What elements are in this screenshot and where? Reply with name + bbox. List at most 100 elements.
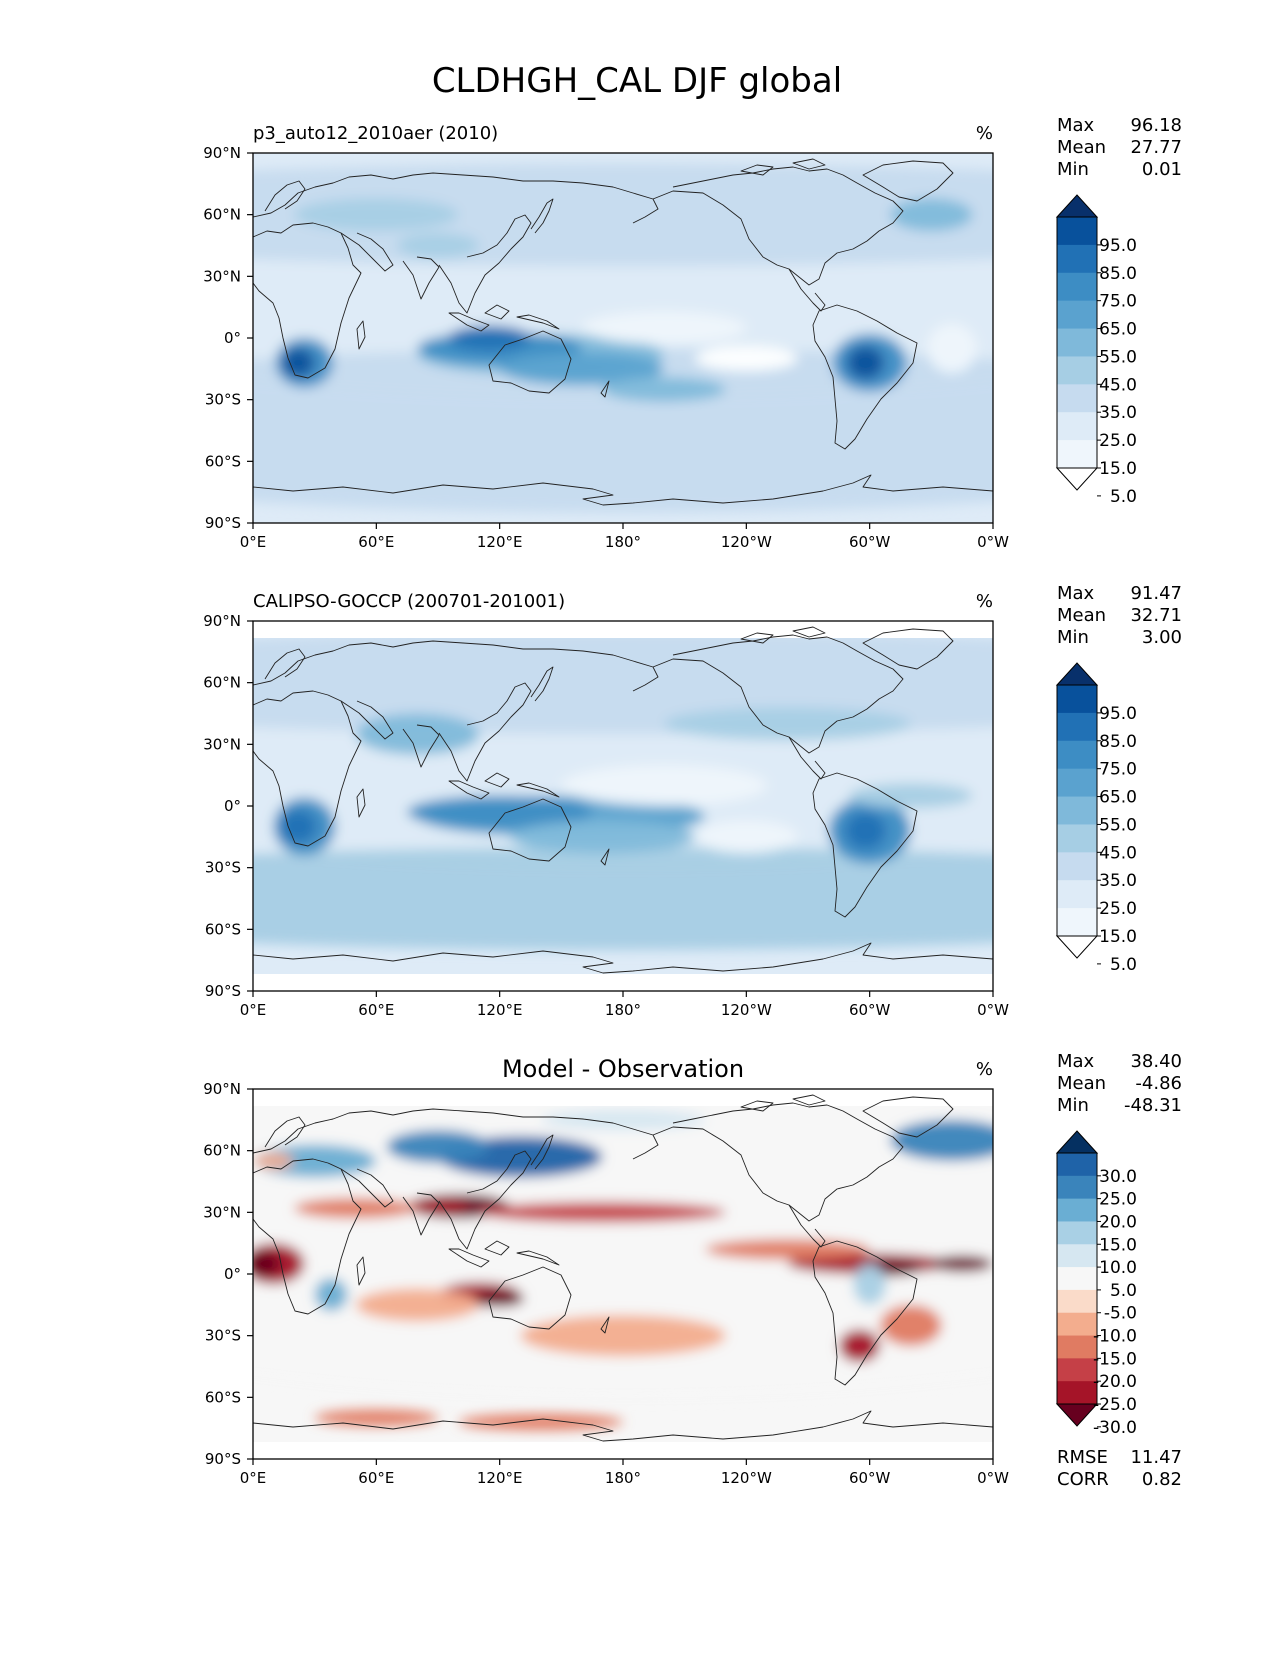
x-tick-label: 0°E <box>240 1469 267 1487</box>
colorbar-band <box>1057 1381 1097 1405</box>
colorbar-tick-label: 55.0 <box>1099 815 1137 835</box>
stat-label: RMSE <box>1057 1447 1108 1468</box>
colorbar-band <box>1057 1312 1097 1337</box>
colorbar-tick-label: 30.0 <box>1099 1167 1137 1187</box>
y-tick-label: 90°S <box>205 982 241 1000</box>
stat-value: 32.71 <box>1130 605 1182 626</box>
y-tick-label: 0° <box>224 797 241 815</box>
panel-units: % <box>976 123 993 144</box>
colorbar-band <box>1057 244 1097 274</box>
colorbar-tick-label: -20.0 <box>1093 1372 1137 1392</box>
colorbar-tick-label: 15.0 <box>1099 459 1137 479</box>
y-tick-label: 60°N <box>203 206 241 224</box>
y-tick-label: 60°S <box>205 920 241 938</box>
colorbar-band <box>1057 1221 1097 1245</box>
colorbar-tick-label: 85.0 <box>1099 732 1137 752</box>
stat-value: 27.77 <box>1130 137 1182 158</box>
x-tick-label: 120°W <box>721 1469 772 1487</box>
colorbar-tick-label: 95.0 <box>1099 236 1137 256</box>
colorbar-tick-label: 25.0 <box>1099 899 1137 919</box>
colorbar-tick-label: 5.0 <box>1110 487 1137 507</box>
colorbar-tick-label: -5.0 <box>1104 1304 1137 1324</box>
panel-ref: CALIPSO-GOCCP (200701-201001) % 0°E 60°E 120… <box>203 583 1182 1019</box>
x-tick-label: 60°W <box>849 1001 891 1019</box>
colorbar-tick-label: 75.0 <box>1099 760 1137 780</box>
stat-label: Mean <box>1057 605 1106 626</box>
colorbar-band <box>1057 824 1097 853</box>
colorbar-band <box>1057 796 1097 825</box>
x-tick-label: 0°E <box>240 533 267 551</box>
x-tick-label: 120°W <box>721 1001 772 1019</box>
panel-title-left: CALIPSO-GOCCP (200701-201001) <box>253 591 565 612</box>
y-tick-label: 0° <box>224 1265 241 1283</box>
x-tick-label: 60°E <box>358 1469 394 1487</box>
colorbar-tick-label: 85.0 <box>1099 264 1137 284</box>
colorbar-band <box>1057 1267 1097 1291</box>
x-tick-label: 60°E <box>358 1001 394 1019</box>
colorbar-band <box>1057 908 1097 937</box>
map-field <box>253 153 993 523</box>
colorbar-tick-label: 45.0 <box>1099 375 1137 395</box>
colorbar: 95.0 85.0 75.0 65.0 55.0 45.0 35.0 25.0 15.0 5.0 <box>1055 194 1137 507</box>
colorbar-band <box>1057 272 1097 302</box>
map-field <box>253 1089 993 1459</box>
colorbar-tick-label: 5.0 <box>1110 1281 1137 1301</box>
colorbar-tick-label: 10.0 <box>1099 1258 1137 1278</box>
stat-label: Min <box>1057 1095 1089 1116</box>
y-tick-label: 30°N <box>203 735 241 753</box>
y-tick-label: 30°N <box>203 1203 241 1221</box>
colorbar-tick-label: 55.0 <box>1099 347 1137 367</box>
colorbar-band <box>1057 880 1097 909</box>
stat-value: 96.18 <box>1130 115 1182 136</box>
colorbar-tick-label: -30.0 <box>1093 1418 1137 1438</box>
x-tick-label: 120°E <box>477 533 523 551</box>
colorbar: 30.0 25.020.0 15.0 10.0 5.0 -5.0 -10.0-15.0 -20… <box>1055 1130 1137 1438</box>
x-tick-label: 0°E <box>240 1001 267 1019</box>
colorbar-tick-label: 15.0 <box>1099 1235 1137 1255</box>
colorbar-tick-label: 45.0 <box>1099 843 1137 863</box>
colorbar-tick-label: -10.0 <box>1093 1327 1137 1347</box>
x-tick-label: 0°W <box>977 533 1009 551</box>
colorbar-band <box>1057 852 1097 881</box>
colorbar-tick-label: 35.0 <box>1099 871 1137 891</box>
colorbar-band <box>1057 712 1097 742</box>
stat-label: Min <box>1057 159 1089 180</box>
stat-value: 0.01 <box>1142 159 1182 180</box>
stat-label: Mean <box>1057 137 1106 158</box>
stat-value: -4.86 <box>1135 1073 1182 1094</box>
stat-label: Min <box>1057 627 1089 648</box>
colorbar-extend-min <box>1055 935 1099 959</box>
colorbar-band <box>1057 328 1097 357</box>
stat-value: 3.00 <box>1142 627 1182 648</box>
colorbar-extend-max <box>1055 1130 1099 1154</box>
y-tick-label: 90°S <box>205 514 241 532</box>
colorbar-tick-label: 25.0 <box>1099 1190 1137 1210</box>
stat-label: Max <box>1057 115 1095 136</box>
colorbar-band <box>1057 440 1097 469</box>
stat-value: 11.47 <box>1130 1447 1182 1468</box>
colorbar-tick-label: 25.0 <box>1099 431 1137 451</box>
x-tick-label: 180° <box>605 1001 641 1019</box>
colorbar-tick-label: -15.0 <box>1093 1349 1137 1369</box>
colorbar-band <box>1057 768 1097 798</box>
colorbar-band <box>1057 1153 1097 1177</box>
colorbar-tick-label: -25.0 <box>1093 1395 1137 1415</box>
colorbar-tick-label: 35.0 <box>1099 403 1137 423</box>
colorbar-tick-label: 95.0 <box>1099 704 1137 724</box>
panel-test: p3_auto12_2010aer (2010) % 0°E 60°E 120°E 180… <box>203 115 1182 551</box>
panel-units: % <box>976 1059 993 1080</box>
colorbar-band <box>1057 384 1097 413</box>
colorbar-band <box>1057 1175 1097 1200</box>
colorbar-band <box>1057 1335 1097 1359</box>
stat-label: CORR <box>1057 1469 1109 1490</box>
y-tick-label: 0° <box>224 329 241 347</box>
colorbar-tick-label: 65.0 <box>1099 320 1137 340</box>
y-tick-label: 30°N <box>203 267 241 285</box>
panel-diff: Model - Observation % 0°E 60°E 120°E 180° 120°… <box>203 1051 1182 1490</box>
x-tick-label: 180° <box>605 1469 641 1487</box>
x-tick-label: 120°W <box>721 533 772 551</box>
y-tick-label: 30°S <box>205 1327 241 1345</box>
stat-label: Max <box>1057 1051 1095 1072</box>
